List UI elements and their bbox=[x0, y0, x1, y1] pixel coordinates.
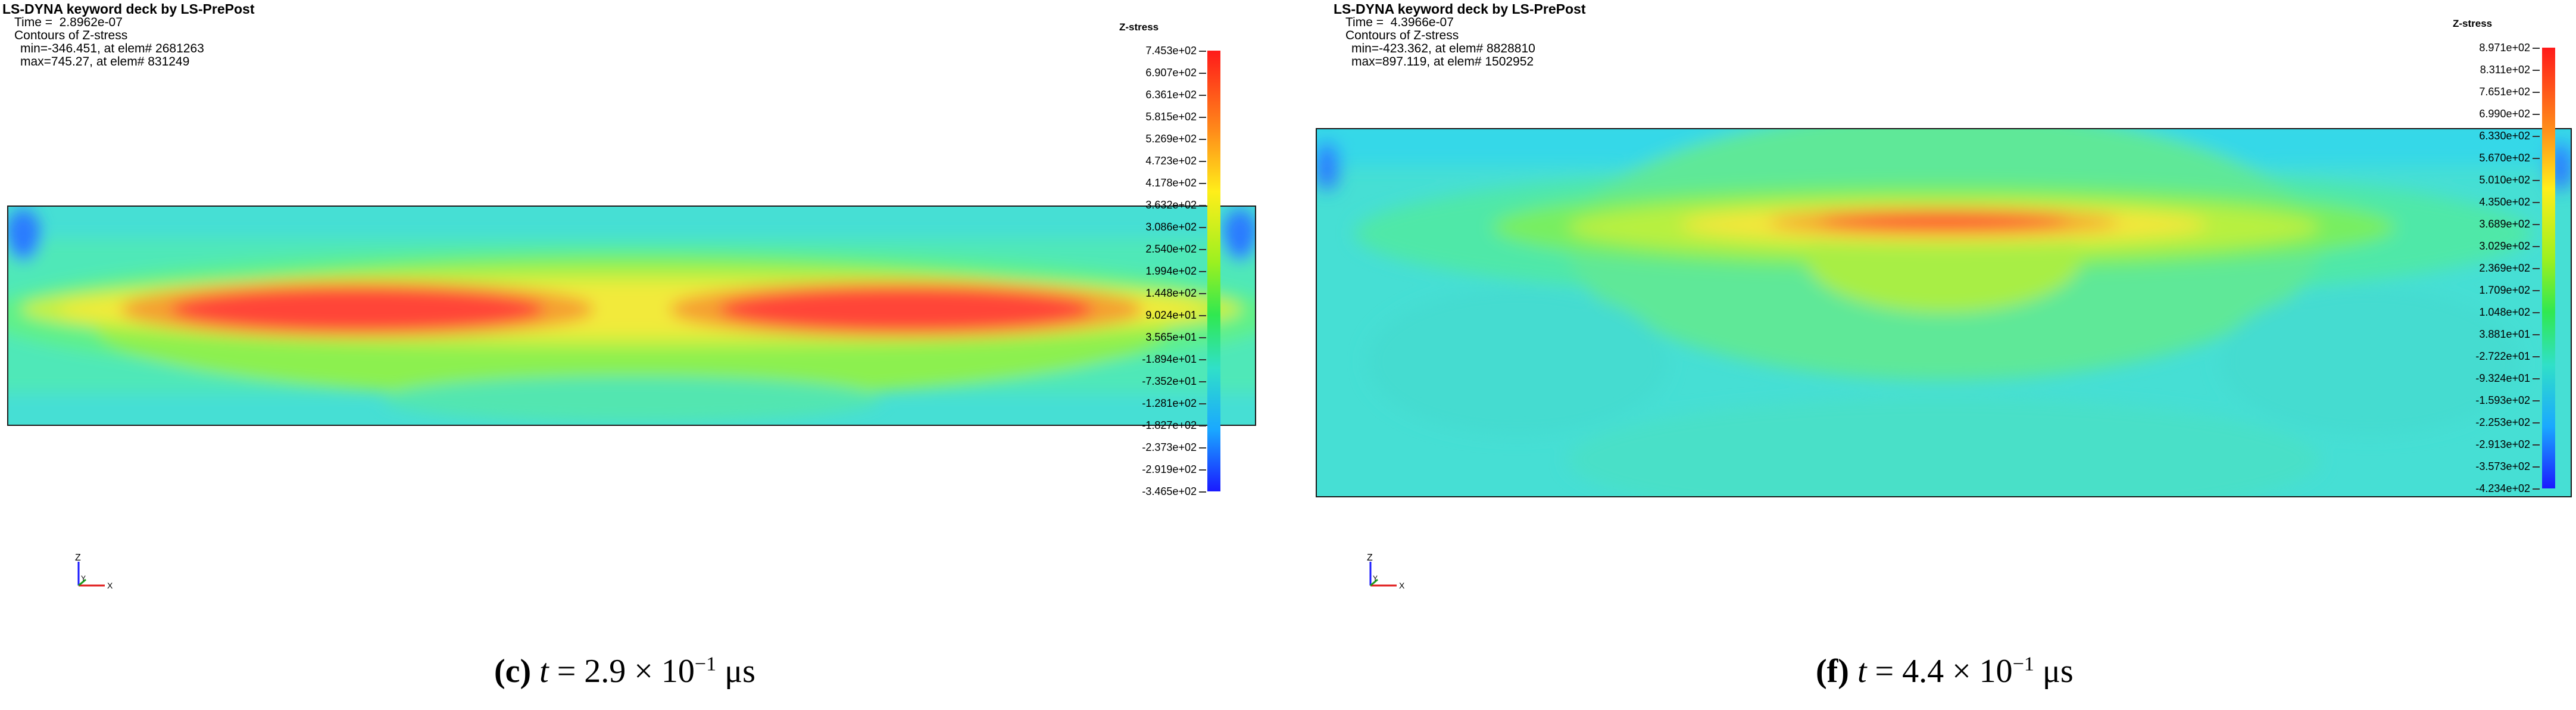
panel-c: LS-DYNA keyword deck by LS-PrePost Time … bbox=[0, 0, 1256, 710]
colorbar-tick-label: -2.722e+01 bbox=[2435, 351, 2540, 362]
caption-unit: μs bbox=[716, 653, 755, 690]
stress-contour-image bbox=[1317, 129, 2571, 496]
colorbar-title: Z-stress bbox=[1119, 21, 1159, 33]
caption-exp: −1 bbox=[2012, 653, 2034, 675]
header-time: Time = 4.3966e-07 bbox=[1345, 15, 1454, 29]
colorbar-gradient bbox=[1207, 51, 1220, 491]
colorbar-tick-label: 3.689e+02 bbox=[2435, 219, 2540, 229]
colorbar-tick-label: -2.253e+02 bbox=[2435, 417, 2540, 428]
header-time: Time = 2.8962e-07 bbox=[14, 15, 123, 29]
header-max: max=897.119, at elem# 1502952 bbox=[1351, 55, 1534, 68]
colorbar-tick-label: -1.281e+02 bbox=[1101, 398, 1206, 409]
colorbar-tick-label: 5.670e+02 bbox=[2435, 152, 2540, 163]
colorbar-tick-label: 3.086e+02 bbox=[1101, 222, 1206, 232]
colorbar-tick-label: -3.573e+02 bbox=[2435, 461, 2540, 472]
caption-eq: = 4.4 × 10 bbox=[1866, 653, 2013, 690]
header-min: min=-423.362, at elem# 8828810 bbox=[1351, 42, 1535, 55]
axis-y-label: Y bbox=[81, 574, 86, 583]
colorbar-tick-label: 6.990e+02 bbox=[2435, 108, 2540, 119]
colorbar-tick-label: 6.907e+02 bbox=[1101, 67, 1206, 78]
colorbar-tick-label: -7.352e+01 bbox=[1101, 376, 1206, 387]
colorbar-tick-label: 1.709e+02 bbox=[2435, 285, 2540, 295]
header-title: LS-DYNA keyword deck by LS-PrePost bbox=[1334, 1, 1586, 17]
caption-eq: = 2.9 × 10 bbox=[548, 653, 695, 690]
colorbar-ticks: 7.453e+02 6.907e+02 6.361e+02 5.815e+02 5.26… bbox=[1101, 45, 1206, 497]
stress-contour-plot bbox=[1316, 128, 2572, 497]
colorbar-tick-label: -2.913e+02 bbox=[2435, 439, 2540, 450]
colorbar-tick-label: 2.369e+02 bbox=[2435, 263, 2540, 273]
colorbar-tick-label: 6.361e+02 bbox=[1101, 89, 1206, 100]
caption-label: (c) bbox=[494, 653, 532, 690]
colorbar-tick-label: -3.465e+02 bbox=[1101, 486, 1206, 497]
panel-f: LS-DYNA keyword deck by LS-PrePost Time … bbox=[1316, 0, 2576, 710]
axis-x-label: X bbox=[107, 581, 113, 590]
colorbar-tick-label: -2.919e+02 bbox=[1101, 464, 1206, 475]
colorbar-gradient bbox=[2542, 48, 2555, 488]
colorbar-ticks: 8.971e+02 8.311e+02 7.651e+02 6.990e+02 6.33… bbox=[2435, 42, 2540, 494]
caption-unit: μs bbox=[2034, 653, 2074, 690]
caption: (c) t = 2.9 × 10−1 μs bbox=[494, 652, 755, 690]
colorbar-tick-label: -4.234e+02 bbox=[2435, 483, 2540, 494]
colorbar-tick-label: 3.029e+02 bbox=[2435, 241, 2540, 251]
colorbar-tick-label: 2.540e+02 bbox=[1101, 244, 1206, 254]
colorbar-tick-label: 7.453e+02 bbox=[1101, 45, 1206, 56]
header-contours: Contours of Z-stress bbox=[14, 29, 128, 42]
colorbar-tick-label: 3.632e+02 bbox=[1101, 200, 1206, 210]
axis-x-label: X bbox=[1399, 581, 1405, 590]
colorbar-tick-label: 1.994e+02 bbox=[1101, 266, 1206, 276]
axis-z-label: Z bbox=[75, 553, 81, 563]
axis-y-label: Y bbox=[1373, 574, 1378, 583]
colorbar-tick-label: 4.350e+02 bbox=[2435, 197, 2540, 207]
colorbar-title: Z-stress bbox=[2453, 18, 2493, 29]
caption-var: t bbox=[539, 653, 549, 690]
colorbar-tick-label: -1.827e+02 bbox=[1101, 420, 1206, 431]
colorbar-tick-label: -2.373e+02 bbox=[1101, 442, 1206, 453]
colorbar-tick-label: 5.010e+02 bbox=[2435, 175, 2540, 185]
caption-var: t bbox=[1857, 653, 1867, 690]
caption-exp: −1 bbox=[694, 653, 717, 675]
axis-z-label: Z bbox=[1367, 553, 1373, 563]
caption-label: (f) bbox=[1816, 653, 1849, 690]
colorbar-tick-label: -1.593e+02 bbox=[2435, 395, 2540, 406]
colorbar-tick-label: 3.565e+01 bbox=[1101, 332, 1206, 342]
axis-triad: Z Y X bbox=[75, 553, 113, 590]
colorbar-tick-label: 8.311e+02 bbox=[2435, 64, 2540, 75]
colorbar-tick-label: 6.330e+02 bbox=[2435, 130, 2540, 141]
colorbar-tick-label: 4.178e+02 bbox=[1101, 178, 1206, 188]
header-title: LS-DYNA keyword deck by LS-PrePost bbox=[2, 1, 255, 17]
header-min: min=-346.451, at elem# 2681263 bbox=[20, 42, 204, 55]
colorbar-tick-label: 5.269e+02 bbox=[1101, 133, 1206, 144]
colorbar-tick-label: -1.894e+01 bbox=[1101, 354, 1206, 365]
colorbar-tick-label: 8.971e+02 bbox=[2435, 42, 2540, 53]
colorbar-tick-label: 5.815e+02 bbox=[1101, 111, 1206, 122]
colorbar-tick-label: 1.048e+02 bbox=[2435, 307, 2540, 317]
colorbar-tick-label: -9.324e+01 bbox=[2435, 373, 2540, 384]
header-contours: Contours of Z-stress bbox=[1345, 29, 1459, 42]
colorbar-tick-label: 3.881e+01 bbox=[2435, 329, 2540, 340]
colorbar-tick-label: 7.651e+02 bbox=[2435, 86, 2540, 97]
axis-triad: Z Y X bbox=[1367, 553, 1405, 590]
colorbar-tick-label: 4.723e+02 bbox=[1101, 155, 1206, 166]
caption: (f) t = 4.4 × 10−1 μs bbox=[1816, 652, 2074, 690]
colorbar-tick-label: 1.448e+02 bbox=[1101, 288, 1206, 298]
colorbar-tick-label: 9.024e+01 bbox=[1101, 310, 1206, 320]
header-max: max=745.27, at elem# 831249 bbox=[20, 55, 190, 68]
stress-contour-plot bbox=[7, 205, 1256, 426]
stress-contour-image bbox=[8, 207, 1255, 425]
